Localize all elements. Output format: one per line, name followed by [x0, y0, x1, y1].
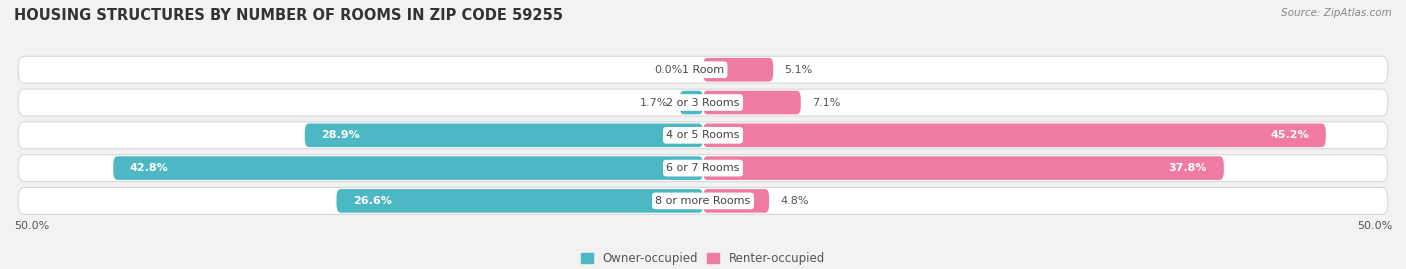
Text: 50.0%: 50.0%	[14, 221, 49, 231]
FancyBboxPatch shape	[703, 123, 1326, 147]
FancyBboxPatch shape	[305, 123, 703, 147]
FancyBboxPatch shape	[18, 187, 1388, 214]
Text: 28.9%: 28.9%	[322, 130, 360, 140]
Text: 1 Room: 1 Room	[682, 65, 724, 75]
Text: 6 or 7 Rooms: 6 or 7 Rooms	[666, 163, 740, 173]
FancyBboxPatch shape	[18, 155, 1388, 182]
Text: 50.0%: 50.0%	[1357, 221, 1392, 231]
Legend: Owner-occupied, Renter-occupied: Owner-occupied, Renter-occupied	[576, 247, 830, 269]
Text: 37.8%: 37.8%	[1168, 163, 1208, 173]
Text: 7.1%: 7.1%	[811, 98, 841, 108]
Text: 45.2%: 45.2%	[1271, 130, 1309, 140]
Text: 8 or more Rooms: 8 or more Rooms	[655, 196, 751, 206]
Text: Source: ZipAtlas.com: Source: ZipAtlas.com	[1281, 8, 1392, 18]
FancyBboxPatch shape	[18, 56, 1388, 83]
FancyBboxPatch shape	[703, 156, 1223, 180]
Text: 42.8%: 42.8%	[129, 163, 169, 173]
FancyBboxPatch shape	[114, 156, 703, 180]
FancyBboxPatch shape	[18, 89, 1388, 116]
Text: 0.0%: 0.0%	[654, 65, 682, 75]
FancyBboxPatch shape	[703, 58, 773, 82]
FancyBboxPatch shape	[336, 189, 703, 213]
FancyBboxPatch shape	[703, 91, 801, 114]
Text: 4.8%: 4.8%	[780, 196, 808, 206]
FancyBboxPatch shape	[679, 91, 703, 114]
Text: 26.6%: 26.6%	[353, 196, 392, 206]
FancyBboxPatch shape	[18, 122, 1388, 149]
Text: 4 or 5 Rooms: 4 or 5 Rooms	[666, 130, 740, 140]
Text: 5.1%: 5.1%	[785, 65, 813, 75]
Text: HOUSING STRUCTURES BY NUMBER OF ROOMS IN ZIP CODE 59255: HOUSING STRUCTURES BY NUMBER OF ROOMS IN…	[14, 8, 562, 23]
Text: 1.7%: 1.7%	[640, 98, 669, 108]
FancyBboxPatch shape	[703, 189, 769, 213]
Text: 2 or 3 Rooms: 2 or 3 Rooms	[666, 98, 740, 108]
